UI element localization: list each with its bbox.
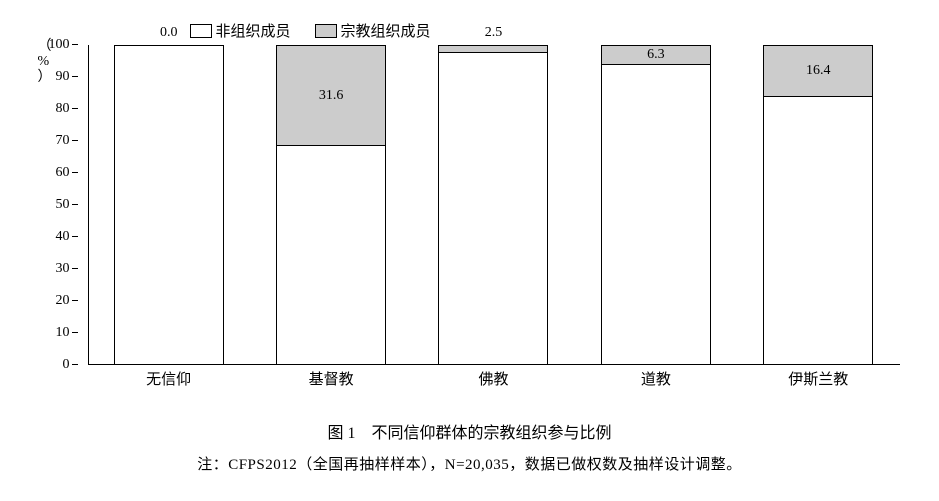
bar-slot: 2.5 [433,45,553,365]
figure-caption: 图 1 不同信仰群体的宗教组织参与比例 [30,419,910,443]
bar-segment-nonmember [114,45,224,365]
bar-value-label: 0.0 [114,25,224,41]
y-tick-mark [72,364,78,365]
x-labels: 无信仰 基督教 佛教 道教 伊斯兰教 [88,368,900,389]
y-tick-mark [72,204,78,205]
bar-segment-nonmember [763,97,873,365]
legend-label-nonmember: 非组织成员 [216,20,291,41]
bar-segment-nonmember [601,65,711,365]
bar: 16.4 [763,45,873,365]
bar-value-label: 16.4 [763,63,873,79]
y-tick-mark [72,268,78,269]
y-tick-mark [72,76,78,77]
bar-slot: 6.3 [596,45,716,365]
y-tick-label: 10 [30,325,70,341]
y-tick-mark [72,332,78,333]
y-tick-mark [72,172,78,173]
bar-value-label: 31.6 [276,88,386,104]
bar-segment-member [438,45,548,53]
y-tick-label: 60 [30,165,70,181]
x-axis-label: 佛教 [433,368,553,389]
legend: 非组织成员 宗教组织成员 [190,20,910,41]
legend-item-member: 宗教组织成员 [315,20,431,41]
x-axis-label: 基督教 [271,368,391,389]
y-tick-label: 0 [30,357,70,373]
bar: 6.3 [601,45,711,365]
plot-area: （ % ） 0102030405060708090100 0.031.62.56… [88,45,900,385]
bar: 2.5 [438,45,548,365]
bar-segment-nonmember [438,53,548,365]
bars-group: 0.0 31.6 2.5 6.3 16.4 [88,45,900,365]
bar: 31.6 [276,45,386,365]
y-tick-label: 20 [30,293,70,309]
y-tick-mark [72,236,78,237]
bar-value-label: 2.5 [438,25,548,41]
y-tick-label: 90 [30,69,70,85]
legend-swatch-member [315,24,337,38]
x-axis-label: 无信仰 [109,368,229,389]
y-tick-label: 80 [30,101,70,117]
bar: 0.0 [114,45,224,365]
figure-note: 注：CFPS2012（全国再抽样样本），N=20,035，数据已做权数及抽样设计… [30,453,910,474]
y-tick-label: 100 [30,37,70,53]
y-tick-label: 50 [30,197,70,213]
chart-container: 非组织成员 宗教组织成员 （ % ） 010203040506070809010… [30,20,910,474]
bar-slot: 0.0 [109,45,229,365]
y-tick-label: 70 [30,133,70,149]
bar-slot: 16.4 [758,45,878,365]
bar-segment-nonmember [276,146,386,365]
bar-value-label: 6.3 [601,47,711,63]
x-axis-label: 伊斯兰教 [758,368,878,389]
x-axis-label: 道教 [596,368,716,389]
y-tick-mark [72,108,78,109]
y-tick-label: 40 [30,229,70,245]
y-tick-mark [72,300,78,301]
y-tick-mark [72,44,78,45]
bar-slot: 31.6 [271,45,391,365]
legend-label-member: 宗教组织成员 [341,20,431,41]
y-tick-label: 30 [30,261,70,277]
y-tick-mark [72,140,78,141]
